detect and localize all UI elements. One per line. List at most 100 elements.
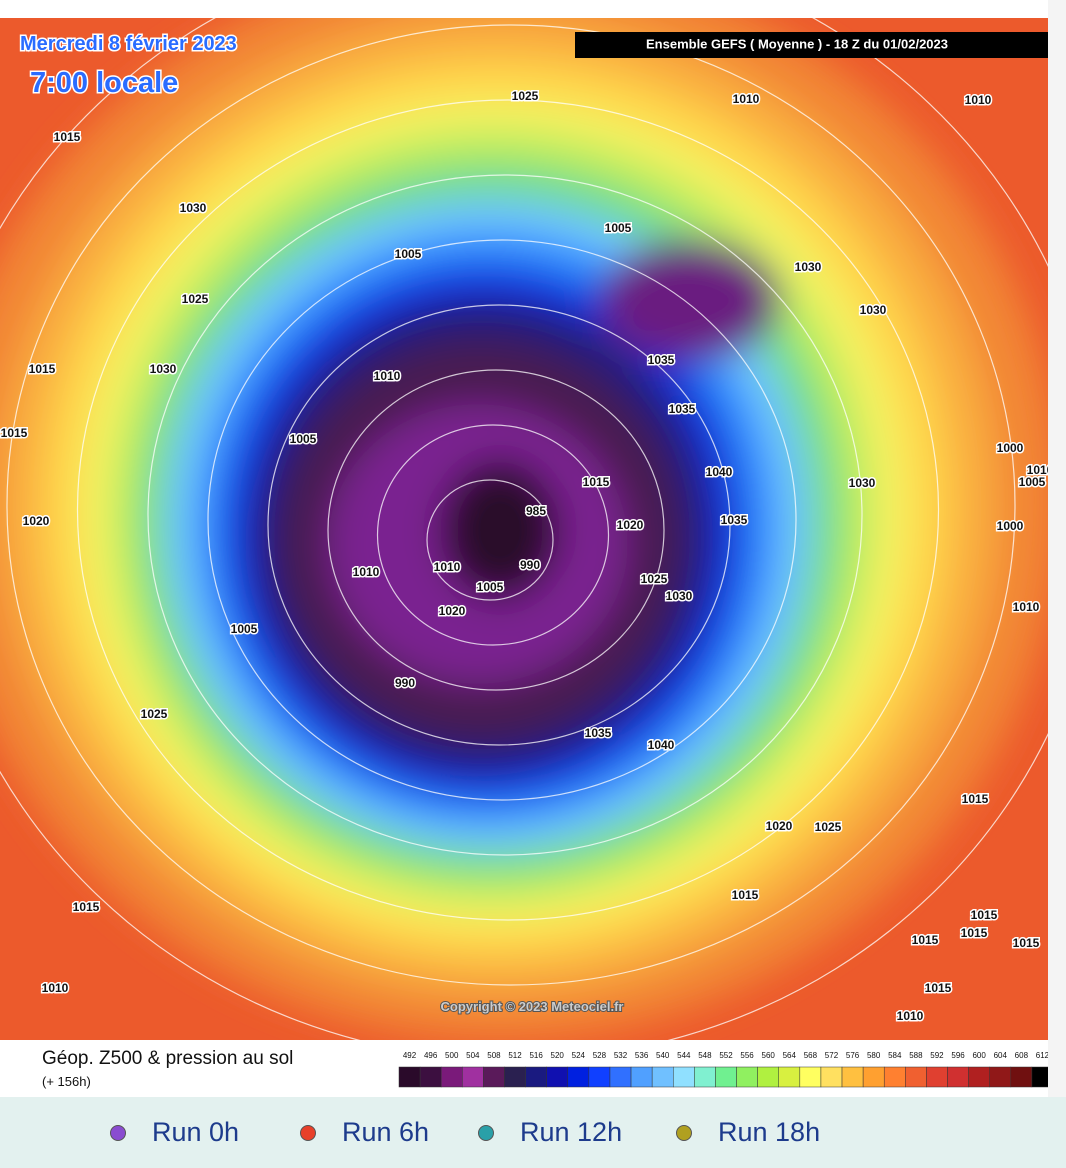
isobar-label: 1005 [477,580,504,594]
isobar-label: 1000 [997,519,1024,533]
isobar-label: 1035 [669,402,696,416]
scale-label: 588 [909,1051,923,1060]
copyright: Copyright © 2023 Meteociel.fr [441,999,624,1014]
scale-cell [778,1066,801,1088]
isobar [207,239,797,801]
isobar-label: 1010 [1013,600,1040,614]
isobar-label: 1010 [733,92,760,106]
scale-label: 496 [424,1051,438,1060]
scrollbar [1048,0,1066,1097]
run-option[interactable]: Run 6h [300,1117,429,1148]
isobar-label: 1035 [648,353,675,367]
scale-label: 492 [403,1051,417,1060]
isobar-label: 1005 [395,247,422,261]
run-label: Run 6h [342,1117,430,1147]
scale-cell [651,1066,674,1088]
isobar [76,99,940,921]
scale-label: 516 [529,1051,543,1060]
scale-cell [862,1066,885,1088]
isobar-label: 1015 [54,130,81,144]
isobar-label: 1025 [182,292,209,306]
scale-label: 528 [593,1051,607,1060]
isobar [6,24,1016,986]
isobar-label: 1005 [1019,475,1046,489]
scale-label: 556 [740,1051,754,1060]
scale-cell [483,1066,505,1088]
isobar-label: 1020 [766,819,793,833]
isobar-label: 1040 [706,465,733,479]
isobar-label: 1010 [434,560,461,574]
run-dot [478,1124,494,1141]
scale-label: 580 [867,1051,881,1060]
scale-label: 600 [972,1051,986,1060]
scale-label: 548 [698,1051,712,1060]
run-option[interactable]: Run 12h [478,1117,622,1148]
isobar-label: 1010 [353,565,380,579]
isobar-label: 1005 [231,622,258,636]
run-label: Run 0h [152,1117,240,1147]
legend-title: Géop. Z500 & pression au sol [42,1048,293,1069]
isobar-label: 1020 [439,604,466,618]
scale-cell [947,1066,969,1088]
isobar [426,479,554,601]
field-band [440,460,560,600]
scale-label: 604 [994,1051,1008,1060]
scale-cell [799,1066,822,1088]
isobar-label: 1040 [648,738,675,752]
isobar-label: 1010 [897,1009,924,1023]
scale-cell [419,1066,442,1088]
isobar-label: 1025 [641,572,668,586]
isobar-label: 1000 [997,441,1024,455]
isobar-label: 1015 [1013,936,1040,950]
isobar-label: 1015 [732,888,759,902]
scale-label: 512 [508,1051,522,1060]
scale-cell [820,1066,843,1088]
scale-cell [673,1066,695,1088]
isobar-label: 1025 [141,707,168,721]
scale-label: 532 [614,1051,628,1060]
scale-cell [546,1066,569,1088]
scale-label: 576 [846,1051,860,1060]
isobar-label: 1010 [374,369,401,383]
run-dot [676,1124,692,1141]
run-dot [300,1124,316,1141]
isobar-label: 1020 [23,514,50,528]
run-bar: Run 0h Run 6h Run 12h Run 18h [0,1097,1066,1168]
scale-label: 592 [930,1051,944,1060]
scale-cell [841,1066,864,1088]
scale-label: 536 [635,1051,649,1060]
scale-label: 584 [888,1051,902,1060]
scale-cell [1031,1066,1048,1088]
isobar-label: 1015 [73,900,100,914]
scale-cell [440,1066,463,1088]
isobar-label: 1010 [965,93,992,107]
isobar-label: 1030 [795,260,822,274]
isobar-label: 1030 [666,589,693,603]
scale-cell [757,1066,779,1088]
run-option[interactable]: Run 0h [110,1117,239,1148]
isobar-label: 1015 [962,792,989,806]
isobar-label: 1015 [583,475,610,489]
scale-cell [715,1066,737,1088]
scale-cell [968,1066,990,1088]
run-label: Run 18h [718,1117,821,1147]
isobar-label: 1030 [860,303,887,317]
scale-label: 544 [677,1051,691,1060]
run-option[interactable]: Run 18h [676,1117,820,1148]
scale-cell [989,1066,1012,1088]
isobar-label: 1015 [961,926,988,940]
isobar-label: 1015 [29,362,56,376]
scale-cell [588,1066,611,1088]
isobar-label: 1015 [925,981,952,995]
weather-map: 1025 1010 10101015103010051005103010301025… [0,18,1048,1089]
isobar-label: 1025 [815,820,842,834]
scale-label: 520 [551,1051,565,1060]
scale-label: 508 [487,1051,501,1060]
time: 7:00 locale [30,67,178,99]
scale-cell [630,1066,653,1088]
run-dot [110,1124,126,1141]
isobar-label: 1015 [971,908,998,922]
scale-cell [736,1066,758,1088]
model-box [575,32,1048,58]
